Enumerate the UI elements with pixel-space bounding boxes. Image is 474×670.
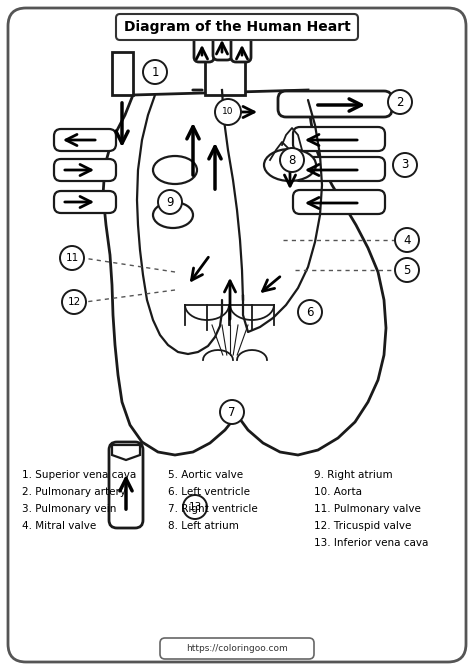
Text: 4: 4: [403, 234, 411, 247]
Text: Diagram of the Human Heart: Diagram of the Human Heart: [124, 20, 350, 34]
FancyBboxPatch shape: [8, 8, 466, 662]
Ellipse shape: [153, 202, 193, 228]
Text: 13. Inferior vena cava: 13. Inferior vena cava: [314, 538, 428, 548]
Text: 5. Aortic valve: 5. Aortic valve: [168, 470, 243, 480]
Text: 1. Superior vena cava: 1. Superior vena cava: [22, 470, 136, 480]
FancyBboxPatch shape: [213, 28, 232, 60]
Text: 10. Aorta: 10. Aorta: [314, 487, 362, 497]
Text: 6. Left ventricle: 6. Left ventricle: [168, 487, 250, 497]
Polygon shape: [103, 90, 386, 455]
Text: 9: 9: [166, 196, 174, 208]
Circle shape: [388, 90, 412, 114]
Text: 2. Pulmonary artery: 2. Pulmonary artery: [22, 487, 126, 497]
Text: 6: 6: [306, 306, 314, 318]
Circle shape: [183, 495, 207, 519]
Text: 1: 1: [151, 66, 159, 78]
Text: 3: 3: [401, 159, 409, 172]
Text: 8: 8: [288, 153, 296, 167]
Text: 7. Right ventricle: 7. Right ventricle: [168, 504, 258, 514]
Circle shape: [158, 190, 182, 214]
FancyBboxPatch shape: [293, 127, 385, 151]
FancyBboxPatch shape: [194, 33, 214, 62]
Text: 2: 2: [396, 96, 404, 109]
Circle shape: [60, 246, 84, 270]
Text: https://coloringoo.com: https://coloringoo.com: [186, 644, 288, 653]
Circle shape: [215, 99, 241, 125]
Ellipse shape: [153, 156, 197, 184]
Text: 11: 11: [65, 253, 79, 263]
Circle shape: [220, 400, 244, 424]
Circle shape: [395, 228, 419, 252]
Text: 3. Pulmonary vein: 3. Pulmonary vein: [22, 504, 117, 514]
FancyBboxPatch shape: [231, 33, 251, 62]
FancyBboxPatch shape: [54, 191, 116, 213]
Text: 7: 7: [228, 405, 236, 419]
Circle shape: [298, 300, 322, 324]
Text: 9. Right atrium: 9. Right atrium: [314, 470, 392, 480]
FancyBboxPatch shape: [293, 157, 385, 181]
FancyBboxPatch shape: [293, 190, 385, 214]
Polygon shape: [205, 55, 245, 95]
FancyBboxPatch shape: [54, 129, 116, 151]
Polygon shape: [112, 445, 140, 460]
FancyBboxPatch shape: [109, 442, 143, 528]
Circle shape: [62, 290, 86, 314]
Text: 10: 10: [222, 107, 234, 117]
FancyBboxPatch shape: [160, 638, 314, 659]
Circle shape: [395, 258, 419, 282]
Circle shape: [280, 148, 304, 172]
Text: 13: 13: [188, 502, 201, 512]
FancyBboxPatch shape: [278, 91, 392, 117]
Text: 12. Tricuspid valve: 12. Tricuspid valve: [314, 521, 411, 531]
Text: 12: 12: [67, 297, 81, 307]
Circle shape: [393, 153, 417, 177]
Text: 8. Left atrium: 8. Left atrium: [168, 521, 239, 531]
Text: 4. Mitral valve: 4. Mitral valve: [22, 521, 96, 531]
FancyBboxPatch shape: [116, 14, 358, 40]
Circle shape: [143, 60, 167, 84]
Polygon shape: [112, 52, 133, 95]
FancyBboxPatch shape: [54, 159, 116, 181]
Ellipse shape: [264, 149, 316, 181]
Text: 5: 5: [403, 263, 410, 277]
Text: 11. Pulmonary valve: 11. Pulmonary valve: [314, 504, 421, 514]
